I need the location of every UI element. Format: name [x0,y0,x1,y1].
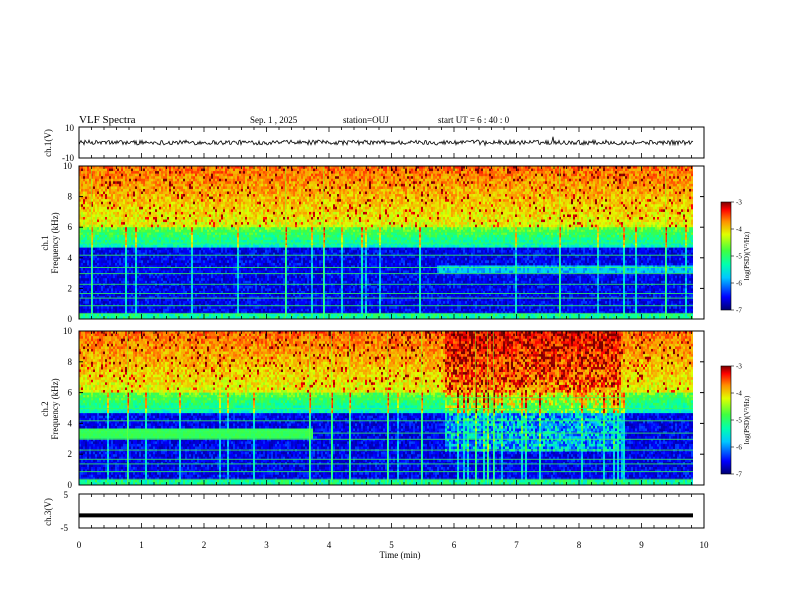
figure-title: VLF Spectra [79,114,136,126]
ch3-ytick-bottom: -5 [61,523,69,533]
ch3-ylabel: ch.3(V) [43,498,53,526]
ch1-spec-ytick-label: 0 [68,314,73,324]
ch1-spec-ylabel-ch: ch.1 [40,235,50,250]
ch1-spectrogram-panel: 0 2 4 6 8 10 ch.1 Frequency (kHz) [40,161,705,324]
x-tick-label: 4 [327,540,332,550]
date-label: Sep. 1 , 2025 [250,115,298,125]
ch1-ytick-top: 10 [65,123,75,133]
x-tick-label: 2 [202,540,207,550]
ch1-waveform-line [78,136,694,147]
ch2-spec-ytick-label: 2 [68,449,73,459]
ch2-colorbar-tick-label: -3 [736,363,742,371]
ch2-spec-ylabel-ch: ch.2 [40,401,50,416]
ch2-spec-ytick-label: 4 [68,418,73,428]
ch1-ylabel: ch.1(V) [43,129,53,157]
ch1-spec-ytick-label: 6 [68,222,73,232]
x-tick-label: 3 [264,540,269,550]
ch1-spec-ylabel-freq: Frequency (kHz) [50,212,60,273]
x-tick-label: 0 [77,540,82,550]
x-tick-label: 7 [514,540,519,550]
ch2-colorbar: -3 -4 -5 -6 -7 log(PSD)(V²/Hz) [720,363,751,479]
ch2-colorbar-tick-label: -5 [736,417,742,425]
x-tick-label: 10 [700,540,710,550]
ch2-spectrogram-plot [79,331,693,485]
ch2-spec-ytick-label: 6 [68,388,73,398]
ch1-colorbar-label: log(PSD)(V²/Hz) [743,231,751,280]
ch1-spec-ytick-label: 2 [68,283,73,293]
ch1-ytick-bottom: -10 [62,153,74,163]
ch2-spec-ytick-label: 10 [63,326,73,336]
start-time-label: start UT = 6 : 40 : 0 [438,115,510,125]
ch2-colorbar-tick-label: -6 [736,444,742,452]
ch1-colorbar-tick-label: -3 [736,199,742,207]
x-tick-label: 8 [577,540,582,550]
ch1-colorbar-tick-label: -7 [736,307,742,315]
ch2-colorbar-tick-label: -7 [736,471,742,479]
ch2-spec-ylabel-freq: Frequency (kHz) [50,378,60,439]
x-axis-label: Time (min) [380,550,421,560]
ch1-spec-ytick-label: 8 [68,192,73,202]
ch3-level-panel: 5 -5 ch.3(V) [43,490,705,533]
ch2-spec-ytick-label: 8 [68,357,73,367]
ch2-spec-ytick-label: 0 [68,480,73,490]
x-tick-label: 9 [639,540,644,550]
x-tick-label: 1 [139,540,144,550]
ch2-colorbar-label: log(PSD)(V²/Hz) [743,395,751,444]
x-tick-label: 5 [389,540,394,550]
ch1-colorbar-tick-label: -5 [736,253,742,261]
ch1-colorbar-tick-label: -4 [736,226,742,234]
x-tick-label: 6 [452,540,457,550]
ch1-spec-ytick-label: 10 [63,161,73,171]
ch1-spec-ytick-label: 4 [68,253,73,263]
ch1-colorbar: -3 -4 -5 -6 -7 log(PSD)(V²/Hz) [720,199,751,315]
station-label: station=OUJ [343,115,389,125]
ch2-spectrogram-panel: 0 2 4 6 8 10 ch.2 Frequency (kHz) [40,326,705,490]
ch1-colorbar-tick-label: -6 [736,280,742,288]
ch2-colorbar-tick-label: -4 [736,390,742,398]
ch3-ytick-top: 5 [64,490,69,500]
ch1-spectrogram-plot [79,166,693,319]
ch1-waveform-panel: 10 -10 ch.1(V) [43,123,705,163]
